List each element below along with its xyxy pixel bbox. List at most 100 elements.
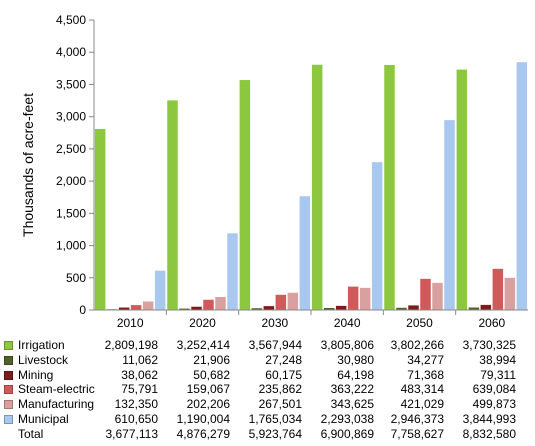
bar-mining-2040 (335, 305, 347, 310)
bar-steam-electric-2020 (203, 299, 214, 310)
table-cell: 363,222 (330, 382, 374, 397)
table-cell: 610,650 (114, 411, 158, 426)
bar-manufacturing-2010 (142, 301, 154, 310)
bar-livestock-2020 (179, 308, 190, 310)
y-axis: 0 500 1,000 1,500 2,000 2,500 3,000 3,500 4,000 4… (56, 13, 94, 317)
table-cell: 2,293,038 (320, 411, 374, 426)
legend-swatch (4, 370, 13, 380)
series-name: Livestock (18, 352, 69, 367)
bar-irrigation-2010 (94, 128, 106, 310)
bar-chart: 0 500 1,000 1,500 2,000 2,500 3,000 3,500 4,000 4… (20, 13, 528, 330)
series-name: Steam-electric (18, 382, 95, 397)
x-tick-label: 2020 (189, 316, 216, 330)
bar-irrigation-2040 (311, 64, 323, 311)
bar-mining-2060 (480, 304, 492, 310)
data-table: Irrigation 2,809,198 3,252,414 3,567,944 3,8… (0, 338, 535, 442)
table-row: Steam-electric 75,791 159,067 235,862 363,22… (0, 382, 535, 397)
table-row: Irrigation 2,809,198 3,252,414 3,567,944 3,8… (0, 338, 535, 353)
bar-mining-2050 (408, 305, 419, 310)
bar-municipal-2020 (227, 233, 238, 310)
legend-swatch (4, 400, 13, 410)
bar-irrigation-2030 (239, 80, 251, 311)
table-cell: 75,791 (121, 382, 158, 397)
table-cell: 11,062 (122, 352, 158, 367)
bar-irrigation-2050 (384, 64, 395, 310)
bar-steam-electric-2060 (492, 268, 504, 310)
bar-irrigation-2060 (456, 69, 468, 310)
table-cell: 1,765,034 (248, 411, 302, 426)
table-cell: 71,368 (407, 367, 444, 382)
table-cell: 499,873 (472, 397, 516, 412)
table-cell: 5,923,764 (248, 426, 302, 441)
table-cell: 64,198 (337, 367, 374, 382)
table-cell: 38,994 (479, 352, 516, 367)
table-cell: 60,175 (265, 367, 302, 382)
y-tick-label: 4,000 (56, 45, 86, 59)
series-name: Mining (18, 367, 54, 382)
table-row: Manufacturing 132,350 202,206 267,501 343,62… (0, 397, 535, 412)
bar-livestock-2030 (251, 308, 263, 310)
table-row: Mining 38,062 50,682 60,175 64,198 71,368 79,3… (0, 368, 535, 383)
bar-livestock-2060 (468, 307, 480, 310)
y-tick-label: 1,500 (56, 206, 86, 220)
y-axis-title: Thousands of acre-feet (20, 93, 36, 237)
y-tick-label: 500 (66, 271, 86, 285)
legend-swatch (4, 355, 13, 365)
bar-series (94, 62, 528, 311)
bar-manufacturing-2030 (287, 292, 299, 310)
bar-manufacturing-2050 (432, 282, 443, 310)
table-cell: 38,062 (121, 367, 158, 382)
table-cell: 3,730,325 (462, 338, 516, 352)
table-cell: 34,277 (407, 352, 444, 367)
table-cell: 2,809,198 (104, 338, 158, 352)
y-tick-label: 3,000 (56, 110, 86, 124)
table-cell: 235,862 (258, 382, 302, 397)
bar-municipal-2050 (444, 120, 455, 311)
table-row: Total 3,677,113 4,876,279 5,923,764 6,900,86… (0, 427, 535, 442)
table-cell: 3,677,113 (105, 426, 159, 441)
table-row: Livestock 11,062 21,906 27,248 30,980 34,277 3… (0, 353, 535, 368)
table-cell: 21,906 (193, 352, 230, 367)
table-cell: 267,501 (258, 397, 302, 412)
legend-swatch (4, 385, 13, 395)
table-cell: 421,029 (400, 397, 444, 412)
table-row: Municipal 610,650 1,190,004 1,765,034 2,293,… (0, 412, 535, 427)
table-cell: 79,311 (480, 367, 516, 382)
y-tick-label: 2,500 (56, 142, 86, 156)
x-tick-label: 2060 (478, 316, 505, 330)
legend-swatch (4, 341, 13, 350)
table-cell: 202,206 (186, 397, 230, 412)
bar-municipal-2010 (154, 270, 166, 310)
bar-livestock-2050 (396, 307, 407, 310)
table-cell: 132,350 (114, 397, 158, 412)
x-tick-label: 2040 (334, 316, 361, 330)
x-tick-label: 2050 (406, 316, 433, 330)
bar-manufacturing-2060 (504, 277, 516, 310)
table-cell: 27,248 (265, 352, 302, 367)
table-cell: 2,946,373 (390, 411, 444, 426)
table-cell: 7,758,627 (390, 426, 444, 441)
table-cell: 50,682 (193, 367, 230, 382)
x-tick-label: 2030 (261, 316, 288, 330)
y-tick-label: 1,000 (56, 239, 86, 253)
y-tick-label: 0 (79, 303, 86, 317)
bar-municipal-2060 (516, 62, 528, 310)
bar-municipal-2030 (299, 196, 311, 310)
bar-mining-2010 (118, 307, 130, 310)
table-cell: 3,252,414 (176, 338, 230, 352)
series-name: Municipal (18, 411, 69, 426)
bar-manufacturing-2020 (215, 296, 226, 310)
legend-swatch (4, 414, 13, 424)
series-name: Manufacturing (18, 397, 95, 412)
series-name: Irrigation (18, 338, 65, 352)
table-cell: 483,314 (400, 382, 444, 397)
bar-mining-2020 (191, 306, 202, 310)
bar-steam-electric-2030 (275, 294, 287, 310)
table-cell: 639,084 (472, 382, 516, 397)
table-cell: 3,802,266 (390, 338, 444, 352)
table-cell: 4,876,279 (176, 426, 230, 441)
table-cell: 3,844,993 (462, 411, 516, 426)
table-cell: 3,567,944 (248, 338, 302, 352)
table-cell: 1,190,004 (176, 411, 230, 426)
table-cell: 3,805,806 (320, 338, 374, 352)
